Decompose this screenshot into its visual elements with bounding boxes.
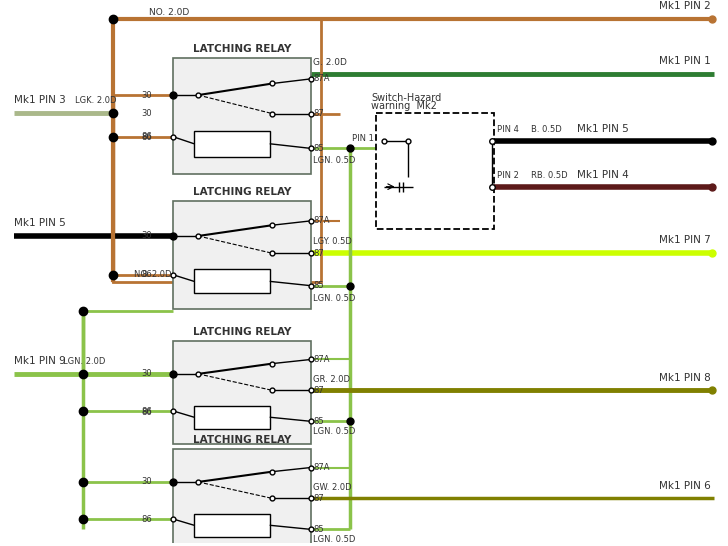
Text: 87A: 87A (313, 355, 330, 364)
Text: LGN. 0.5D: LGN. 0.5D (313, 156, 355, 165)
Text: 30: 30 (141, 232, 152, 240)
Bar (194, 406, 269, 429)
Bar (113, 19, 321, 282)
Text: LATCHING RELAY: LATCHING RELAY (193, 435, 291, 445)
Text: 30: 30 (141, 477, 152, 486)
Bar (194, 270, 269, 293)
Text: Mk1 PIN 3: Mk1 PIN 3 (15, 95, 66, 105)
Text: NO. 2.0D: NO. 2.0D (134, 270, 172, 280)
Text: Mk1 PIN 2: Mk1 PIN 2 (659, 1, 711, 11)
Text: 86: 86 (141, 407, 152, 417)
Text: 86: 86 (141, 133, 152, 143)
Text: 86: 86 (141, 407, 152, 416)
Bar (173, 201, 311, 310)
Text: Mk1 PIN 4: Mk1 PIN 4 (577, 170, 629, 180)
Text: 86: 86 (141, 270, 152, 280)
Text: Mk1 PIN 8: Mk1 PIN 8 (659, 372, 711, 383)
Text: G. 2.0D: G. 2.0D (313, 58, 347, 67)
Text: 87: 87 (313, 494, 324, 503)
Bar (194, 131, 269, 157)
Text: 87A: 87A (313, 463, 330, 472)
Text: RB. 0.5D: RB. 0.5D (531, 171, 568, 180)
Text: Mk1 PIN 6: Mk1 PIN 6 (659, 480, 711, 491)
Text: Mk1 PIN 9: Mk1 PIN 9 (15, 356, 66, 366)
Text: Mk1 PIN 1: Mk1 PIN 1 (659, 56, 711, 66)
Text: 86: 86 (141, 514, 152, 524)
Text: 87A: 87A (313, 216, 330, 225)
Text: B. 0.5D: B. 0.5D (531, 124, 562, 134)
Text: Mk1 PIN 5: Mk1 PIN 5 (15, 218, 66, 228)
Text: LGK. 2.0D: LGK. 2.0D (75, 96, 116, 105)
Text: LGY. 0.5D: LGY. 0.5D (313, 238, 352, 246)
Text: PIN 2: PIN 2 (496, 171, 518, 180)
Text: LGN. 0.5D: LGN. 0.5D (313, 294, 355, 302)
Text: LATCHING RELAY: LATCHING RELAY (193, 327, 291, 337)
Text: LATCHING RELAY: LATCHING RELAY (193, 44, 291, 54)
Text: 86: 86 (141, 132, 152, 141)
Text: Switch-Hazard: Switch-Hazard (371, 93, 441, 103)
Text: 87: 87 (313, 386, 324, 395)
Text: NO. 2.0D: NO. 2.0D (149, 8, 189, 17)
Text: GR. 2.0D: GR. 2.0D (313, 375, 350, 383)
Text: LGN. 2.0D: LGN. 2.0D (63, 357, 106, 366)
Text: LATCHING RELAY: LATCHING RELAY (193, 187, 291, 198)
Text: warning  Mk2: warning Mk2 (371, 101, 437, 111)
Text: Mk1 PIN 7: Mk1 PIN 7 (659, 235, 711, 245)
Text: 30: 30 (141, 91, 152, 99)
Text: GW. 2.0D: GW. 2.0D (313, 483, 352, 491)
Bar (376, 113, 494, 229)
Bar (173, 449, 311, 546)
Text: Mk1 PIN 5: Mk1 PIN 5 (577, 123, 629, 134)
Text: 87A: 87A (313, 74, 330, 84)
Text: 30: 30 (141, 109, 152, 117)
Text: PIN 1: PIN 1 (352, 134, 374, 143)
Bar (173, 341, 311, 444)
Text: LGN. 0.5D: LGN. 0.5D (313, 427, 355, 436)
Bar (173, 58, 311, 174)
Text: 87: 87 (313, 109, 324, 118)
Text: PIN 4: PIN 4 (496, 124, 518, 134)
Text: 30: 30 (141, 370, 152, 378)
Bar (194, 514, 269, 537)
Text: 87: 87 (313, 249, 324, 258)
Text: 85: 85 (313, 281, 323, 290)
Text: 85: 85 (313, 525, 323, 534)
Text: LGN. 0.5D: LGN. 0.5D (313, 535, 355, 544)
Text: 85: 85 (313, 417, 323, 426)
Text: 85: 85 (313, 144, 323, 153)
